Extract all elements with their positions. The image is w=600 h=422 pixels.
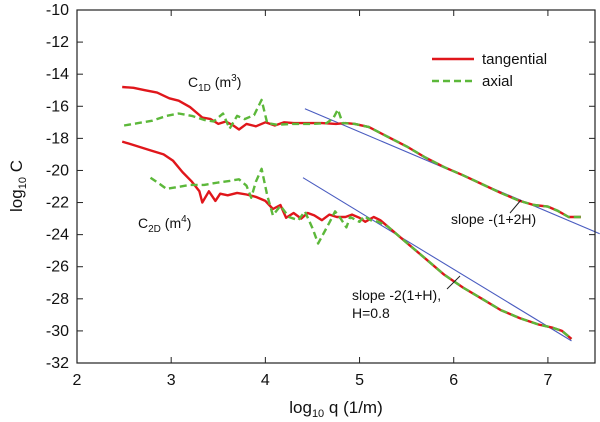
y-tick-label: -24 [46,227,69,244]
y-axis-title: log10 C [7,160,29,212]
y-tick-label: -22 [46,195,69,212]
annotation-c1d: C1D (m3) [188,73,241,94]
x-tick-label: 7 [543,372,552,389]
annotation-pointer-2d [446,275,461,290]
y-tick-label: -12 [46,34,69,51]
annotation-slope-2d-line1: slope -2(1+H), [352,287,441,303]
tick-labels: 2 3 4 5 6 7 -32 -30 -28 -26 -24 -22 -20 -18 -16 -14 -12 -… [46,2,553,389]
plot-frame [76,9,596,364]
y-tick-label: -20 [46,162,69,179]
annotation-pointer-1d [509,199,522,214]
y-tick-label: -16 [46,98,69,115]
y-tick-label: -30 [46,323,69,340]
x-tick-label: 2 [73,372,82,389]
y-tick-label: -10 [46,2,69,19]
annotation-c2d: C2D (m4) [138,214,191,235]
y-tick-label: -28 [46,291,69,308]
x-axis-title: log10 q (1/m) [289,398,383,420]
legend-label-tangential: tangential [482,51,547,68]
x-tick-label: 5 [355,372,364,389]
y-tick-label: -14 [46,66,69,83]
y-tick-label: -18 [46,130,69,147]
series-line [121,140,573,340]
legend: tangential axial [432,51,547,90]
fit-line [302,177,572,342]
x-tick-label: 6 [449,372,458,389]
series-line [123,98,581,219]
y-tick-label: -32 [46,355,69,372]
annotation-slope-1d: slope -(1+2H) [451,211,536,227]
x-tick-label: 4 [261,372,270,389]
series-layer [121,85,600,342]
y-tick-label: -26 [46,259,69,276]
annotation-slope-2d-line2: H=0.8 [352,305,390,321]
x-tick-label: 3 [167,372,176,389]
legend-label-axial: axial [482,73,513,90]
